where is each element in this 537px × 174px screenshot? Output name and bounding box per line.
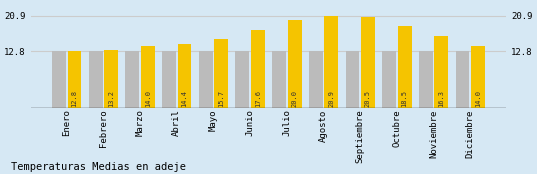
- Bar: [251, 30, 265, 108]
- Text: 20.0: 20.0: [292, 90, 297, 106]
- Text: 13.2: 13.2: [108, 90, 114, 106]
- Text: 18.5: 18.5: [402, 90, 408, 106]
- Text: 20.5: 20.5: [365, 90, 371, 106]
- Text: 14.0: 14.0: [475, 90, 481, 106]
- Text: 14.0: 14.0: [145, 90, 151, 106]
- Bar: [288, 20, 301, 108]
- Bar: [471, 46, 485, 108]
- Bar: [162, 51, 176, 108]
- Bar: [214, 39, 228, 108]
- Bar: [345, 51, 359, 108]
- Bar: [126, 51, 140, 108]
- Bar: [178, 44, 192, 108]
- Bar: [68, 51, 82, 108]
- Bar: [89, 51, 103, 108]
- Bar: [397, 26, 411, 108]
- Text: 15.7: 15.7: [218, 90, 224, 106]
- Bar: [52, 51, 66, 108]
- Bar: [455, 51, 469, 108]
- Text: 12.8: 12.8: [71, 90, 77, 106]
- Bar: [236, 51, 249, 108]
- Bar: [141, 46, 155, 108]
- Bar: [104, 50, 118, 108]
- Text: 14.4: 14.4: [182, 90, 187, 106]
- Text: Temperaturas Medias en adeje: Temperaturas Medias en adeje: [11, 162, 186, 172]
- Bar: [434, 36, 448, 108]
- Bar: [324, 16, 338, 108]
- Bar: [382, 51, 396, 108]
- Text: 16.3: 16.3: [438, 90, 444, 106]
- Bar: [199, 51, 213, 108]
- Text: 20.9: 20.9: [328, 90, 334, 106]
- Bar: [419, 51, 433, 108]
- Bar: [309, 51, 323, 108]
- Text: 17.6: 17.6: [255, 90, 261, 106]
- Bar: [361, 17, 375, 108]
- Bar: [272, 51, 286, 108]
